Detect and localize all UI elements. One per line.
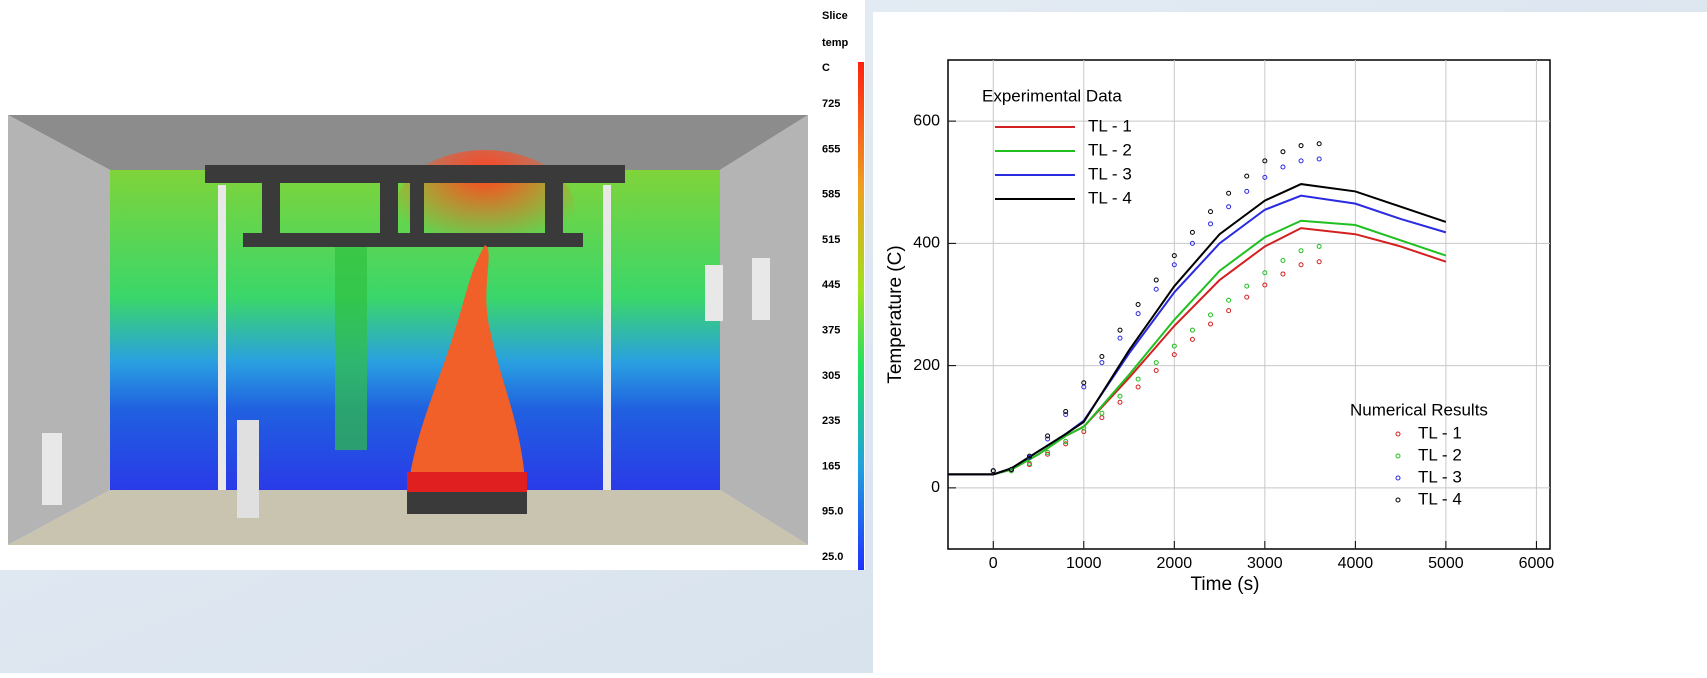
colorbar-tick-label: 95.0 xyxy=(822,506,843,518)
legend-label: TL - 2 xyxy=(1088,140,1132,159)
x-axis-label: Time (s) xyxy=(1191,574,1260,595)
legend-label: TL - 1 xyxy=(1418,423,1462,442)
y-tick-label: 600 xyxy=(913,112,940,129)
colorbar-tick-label: 585 xyxy=(822,189,840,201)
right-panel xyxy=(873,12,1707,673)
x-tick-label: 5000 xyxy=(1428,555,1464,572)
burner-base xyxy=(407,492,527,514)
panel xyxy=(752,258,770,320)
y-tick-label: 200 xyxy=(913,357,940,374)
legend-label: TL - 4 xyxy=(1088,188,1132,207)
ceiling xyxy=(8,115,808,170)
colorbar-tick-label: 655 xyxy=(822,143,840,155)
column xyxy=(335,240,367,450)
colorbar-tick-label: 445 xyxy=(822,279,840,291)
legend-label: TL - 4 xyxy=(1418,489,1462,508)
beam xyxy=(410,183,424,235)
x-tick-label: 4000 xyxy=(1338,555,1374,572)
x-tick-label: 0 xyxy=(989,555,998,572)
colorbar-tick-label: 25.0 xyxy=(822,551,843,563)
colorbar-tick-label: 725 xyxy=(822,98,840,110)
colorbar-tick-label: 515 xyxy=(822,234,840,246)
colorbar xyxy=(858,62,864,570)
beam xyxy=(243,233,583,247)
colorbar-label: temp xyxy=(822,37,849,49)
colorbar-tick-label: 235 xyxy=(822,415,840,427)
y-tick-label: 0 xyxy=(931,479,940,496)
colorbar-tick-label: 305 xyxy=(822,370,840,382)
legend-label: TL - 2 xyxy=(1418,445,1462,464)
pillar xyxy=(218,185,226,490)
x-tick-label: 1000 xyxy=(1066,555,1102,572)
beam xyxy=(262,183,280,235)
beam xyxy=(205,165,625,183)
x-tick-label: 2000 xyxy=(1157,555,1193,572)
legend-title: Experimental Data xyxy=(982,86,1122,105)
page: Slice temp C 725 655 585 515 445 375 305 235 165… xyxy=(0,0,1707,673)
legend-label: TL - 3 xyxy=(1088,164,1132,183)
legend-label: TL - 1 xyxy=(1088,116,1132,135)
panel xyxy=(705,265,723,321)
beam xyxy=(545,183,563,235)
room-render xyxy=(8,115,808,545)
burner xyxy=(407,472,527,492)
beam xyxy=(380,183,398,235)
y-axis-label: Temperature (C) xyxy=(885,245,906,383)
colorbar-tick-label: 375 xyxy=(822,324,840,336)
screenshot: Slice temp C 725 655 585 515 445 375 305 235 165… xyxy=(0,0,1707,673)
colorbar-label: C xyxy=(822,62,830,74)
panel xyxy=(237,420,259,518)
pillar xyxy=(603,185,611,490)
colorbar-label: Slice xyxy=(822,10,848,22)
legend-label: TL - 3 xyxy=(1418,467,1462,486)
legend-title: Numerical Results xyxy=(1350,400,1488,419)
y-tick-label: 400 xyxy=(913,235,940,252)
x-tick-label: 6000 xyxy=(1519,555,1555,572)
colorbar-tick-label: 165 xyxy=(822,460,840,472)
panel xyxy=(42,433,62,505)
x-tick-label: 3000 xyxy=(1247,555,1283,572)
right-wall xyxy=(720,115,808,545)
